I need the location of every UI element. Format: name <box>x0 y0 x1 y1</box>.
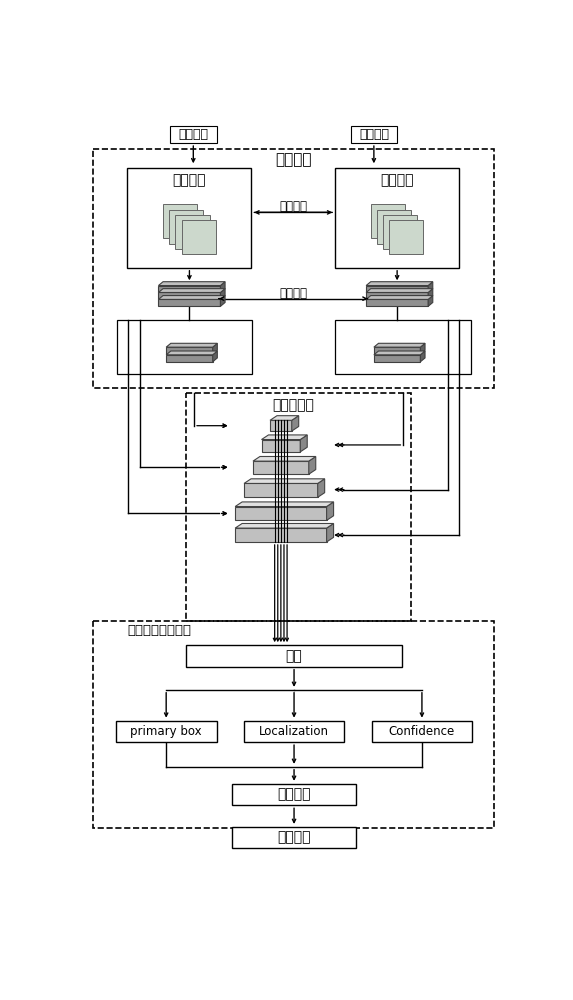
Bar <box>335 320 471 374</box>
Bar <box>127 168 252 268</box>
Bar <box>383 215 417 249</box>
Bar <box>158 299 221 306</box>
Polygon shape <box>374 351 425 355</box>
Polygon shape <box>300 435 307 452</box>
Bar <box>175 215 210 249</box>
Polygon shape <box>428 282 433 292</box>
Polygon shape <box>366 289 433 292</box>
Polygon shape <box>292 416 299 431</box>
Bar <box>244 483 317 497</box>
Polygon shape <box>158 289 225 292</box>
Text: Localization: Localization <box>259 725 329 738</box>
Polygon shape <box>428 296 433 306</box>
Polygon shape <box>421 343 425 354</box>
Bar <box>182 220 216 254</box>
Polygon shape <box>213 351 217 362</box>
Bar <box>163 204 197 238</box>
Text: 孂生网络: 孂生网络 <box>275 153 312 168</box>
Text: 搜索子网: 搜索子网 <box>380 173 414 187</box>
Polygon shape <box>158 282 225 286</box>
Polygon shape <box>374 343 425 347</box>
Bar <box>232 827 356 848</box>
Bar <box>366 292 428 299</box>
Polygon shape <box>366 282 433 286</box>
Bar <box>366 299 428 306</box>
Polygon shape <box>221 282 225 292</box>
Bar <box>374 355 421 362</box>
Polygon shape <box>327 523 333 542</box>
Bar <box>232 784 356 805</box>
Bar <box>169 210 203 244</box>
Polygon shape <box>235 523 333 528</box>
Text: 定位目标: 定位目标 <box>277 788 311 802</box>
Bar <box>377 210 411 244</box>
Bar <box>253 461 309 474</box>
Polygon shape <box>213 343 217 354</box>
Polygon shape <box>221 296 225 306</box>
Bar <box>166 347 213 354</box>
Polygon shape <box>253 456 316 461</box>
Bar <box>371 204 405 238</box>
Bar <box>166 355 213 362</box>
Polygon shape <box>261 435 307 440</box>
Text: primary box: primary box <box>131 725 202 738</box>
Bar <box>158 286 221 292</box>
Bar <box>186 645 402 667</box>
Text: 跟踪目标: 跟踪目标 <box>277 831 311 845</box>
Text: 金字塔结构: 金字塔结构 <box>272 398 314 412</box>
Text: 目标子网: 目标子网 <box>172 173 206 187</box>
Bar <box>158 292 221 299</box>
Text: 分类定位并行网络: 分类定位并行网络 <box>127 624 191 637</box>
Polygon shape <box>366 296 433 299</box>
Bar <box>270 420 292 431</box>
Bar <box>261 440 300 452</box>
Bar <box>335 168 459 268</box>
Bar <box>116 721 217 742</box>
Text: Confidence: Confidence <box>389 725 455 738</box>
Text: 搜索图像: 搜索图像 <box>359 128 389 141</box>
Bar <box>351 126 397 143</box>
Text: 目标图像: 目标图像 <box>178 128 209 141</box>
Polygon shape <box>309 456 316 474</box>
Bar <box>186 393 411 620</box>
Polygon shape <box>166 343 217 347</box>
Bar <box>235 528 327 542</box>
Polygon shape <box>327 502 333 520</box>
Bar <box>170 126 217 143</box>
Polygon shape <box>428 289 433 299</box>
Bar <box>371 721 472 742</box>
Text: 特征提取: 特征提取 <box>279 287 307 300</box>
Polygon shape <box>421 351 425 362</box>
Polygon shape <box>221 289 225 299</box>
Polygon shape <box>166 351 217 355</box>
Bar <box>374 347 421 354</box>
Polygon shape <box>270 416 299 420</box>
Bar <box>244 721 344 742</box>
Polygon shape <box>158 296 225 299</box>
Bar <box>390 220 423 254</box>
Polygon shape <box>317 479 325 497</box>
Polygon shape <box>244 479 325 483</box>
Polygon shape <box>235 502 333 507</box>
Bar <box>116 320 252 374</box>
Text: 共享参数: 共享参数 <box>279 200 307 213</box>
Bar <box>366 286 428 292</box>
Bar <box>93 620 494 828</box>
Bar <box>235 507 327 520</box>
Bar <box>93 149 494 388</box>
Text: 卷积: 卷积 <box>286 649 303 663</box>
